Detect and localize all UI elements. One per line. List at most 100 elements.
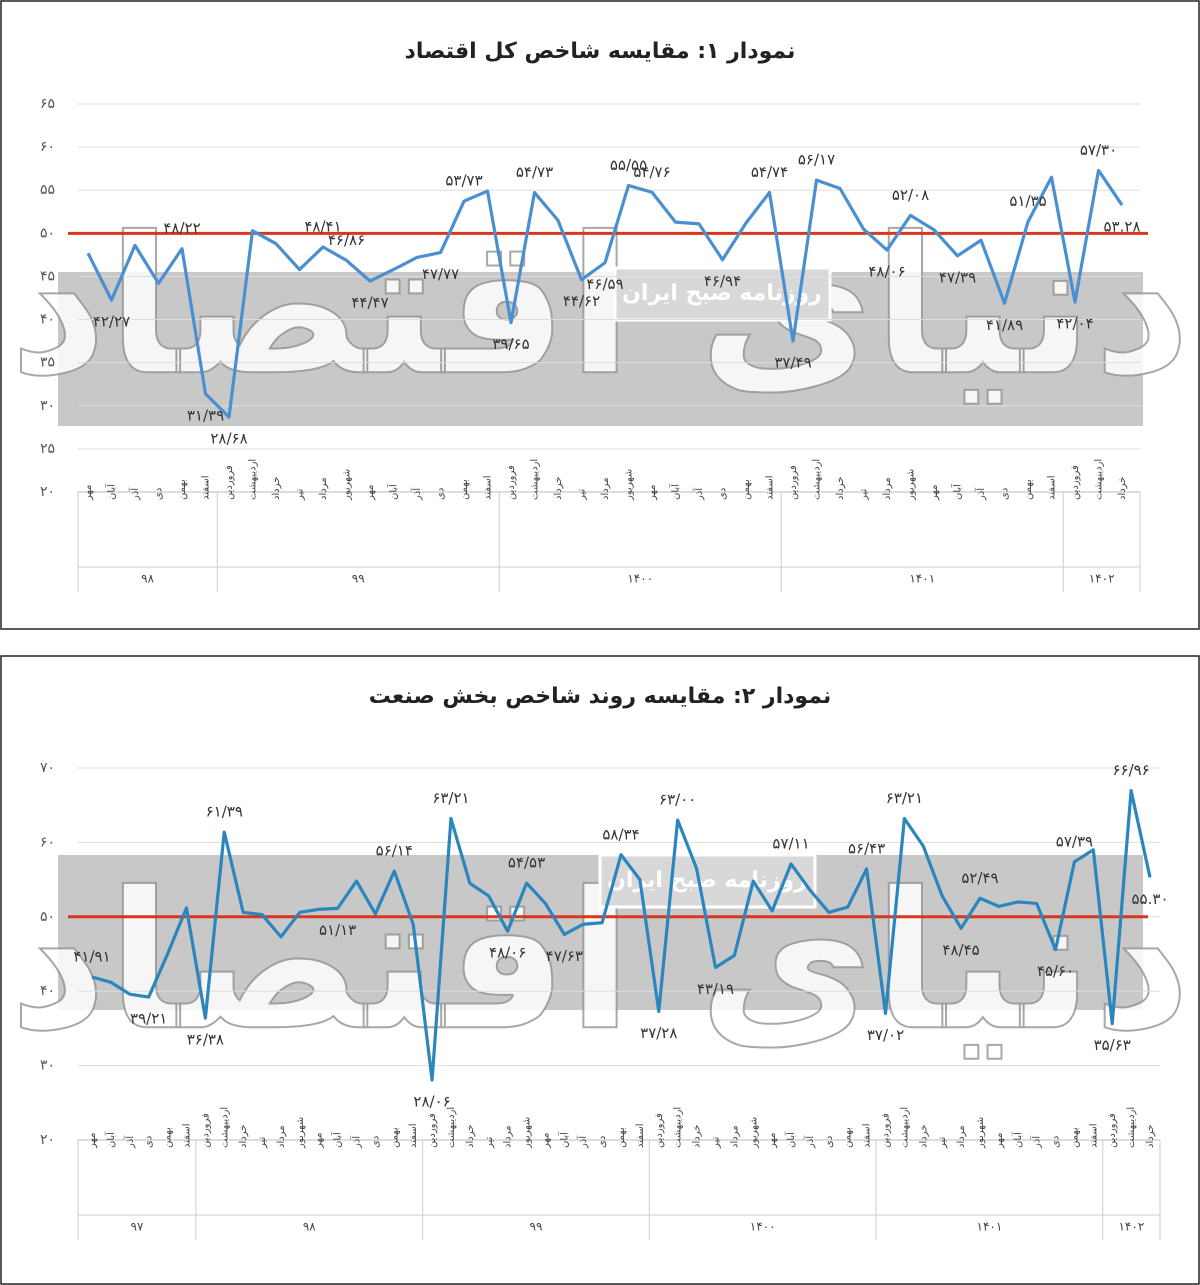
x-tick-label: اسفند — [1088, 1124, 1099, 1148]
data-label: ۵۶/۱۴ — [376, 842, 413, 860]
x-tick-label: مهر — [87, 1133, 98, 1149]
data-label: ۴۶/۹۴ — [704, 272, 741, 290]
data-label: ۳۱/۳۹ — [187, 406, 224, 424]
x-tick-label: مهر — [314, 1133, 325, 1149]
data-label: ۴۲/۰۴ — [1056, 314, 1093, 332]
data-label: ۵۴/۷۴ — [751, 163, 788, 181]
y-tick-label: ۶۰ — [40, 834, 55, 850]
x-tick-label: خرداد — [271, 477, 282, 500]
x-tick-label: آبان — [331, 1131, 344, 1148]
x-tick-label: خرداد — [1117, 477, 1128, 500]
x-tick-label: تیر — [295, 488, 306, 501]
x-tick-label: اردیبهشت — [446, 1107, 457, 1148]
x-tick-label: آبان — [784, 1131, 797, 1148]
data-label: ۳۵/۶۳ — [1094, 1036, 1131, 1054]
y-tick-label: ۳۰ — [40, 1058, 55, 1074]
data-label: ۴۱/۸۹ — [986, 316, 1023, 334]
watermark-small: روزنامه صبح ایران — [622, 281, 822, 306]
x-tick-label: شهریور — [748, 1117, 759, 1149]
data-label: ۵۴/۷۶ — [633, 163, 670, 181]
x-tick-label: فروردین — [200, 1113, 211, 1148]
data-label: ۵۲/۴۹ — [961, 869, 998, 887]
data-label: ۴۸/۲۲ — [163, 219, 200, 237]
x-tick-label: فروردین — [506, 465, 517, 500]
x-tick-label: آبان — [104, 1131, 117, 1148]
x-tick-label: مرداد — [276, 1125, 287, 1148]
x-tick-label: شهریور — [624, 469, 635, 501]
x-tick-label: خرداد — [835, 477, 846, 500]
x-tick-label: اردیبهشت — [1126, 1107, 1137, 1148]
x-tick-label: آبان — [951, 483, 964, 500]
x-tick-label: خرداد — [553, 477, 564, 500]
x-tick-label: تیر — [710, 1136, 721, 1149]
x-tick-label: فروردین — [654, 1113, 665, 1148]
x-tick-label: آذر — [410, 487, 423, 501]
x-tick-label: تیر — [257, 1136, 268, 1149]
x-tick-label: دی — [144, 1136, 155, 1148]
data-label: ۵۴/۵۳ — [508, 854, 545, 872]
year-label: ۱۴۰۱ — [909, 572, 935, 586]
data-label: ۵۷/۱۱ — [772, 834, 809, 852]
x-tick-label: فروردین — [224, 465, 235, 500]
x-tick-label: اردیبهشت — [219, 1107, 230, 1148]
x-tick-label: مهر — [929, 485, 940, 501]
x-tick-label: دی — [370, 1136, 381, 1148]
x-tick-label: مرداد — [503, 1125, 514, 1148]
data-label: ۴۲/۲۷ — [93, 312, 130, 330]
x-tick-label: دی — [1000, 488, 1011, 500]
data-label: ۳۶/۳۸ — [187, 1031, 224, 1049]
data-label: ۴۸/۰۶ — [489, 944, 526, 962]
x-tick-label: بهمن — [616, 1127, 627, 1148]
x-tick-label: مهر — [994, 1133, 1005, 1149]
x-tick-label: آذر — [1030, 1135, 1043, 1149]
x-tick-label: آبان — [669, 483, 682, 500]
x-tick-label: فروردین — [1070, 465, 1081, 500]
y-tick-label: ۷۰ — [40, 760, 55, 776]
x-tick-label: دی — [718, 488, 729, 500]
watermark-box — [598, 853, 817, 909]
x-tick-label: آذر — [576, 1135, 589, 1149]
x-tick-label: دی — [824, 1136, 835, 1148]
x-tick-label: اسفند — [181, 1124, 192, 1148]
y-tick-label: ۶۰ — [40, 139, 55, 155]
data-label: ۳۹/۲۱ — [130, 1010, 167, 1028]
x-tick-label: فروردین — [881, 1113, 892, 1148]
x-tick-label: اسفند — [862, 1124, 873, 1148]
x-tick-label: اسفند — [765, 476, 776, 500]
y-tick-label: ۵۰ — [40, 225, 55, 241]
data-label: ۴۷/۶۳ — [546, 947, 583, 965]
x-tick-label: آذر — [350, 1135, 363, 1149]
data-label: ۵۱/۱۳ — [319, 921, 356, 939]
data-label: ۴۶/۵۹ — [586, 275, 623, 293]
x-tick-label: مهر — [365, 485, 376, 501]
x-tick-label: تیر — [937, 1136, 948, 1149]
y-tick-label: ۴۰ — [40, 983, 55, 999]
y-tick-label: ۴۵ — [40, 268, 55, 284]
x-tick-label: خرداد — [692, 1125, 703, 1148]
x-tick-label: فروردین — [427, 1113, 438, 1148]
x-tick-label: تیر — [484, 1136, 495, 1149]
y-tick-label: ۲۰ — [40, 1132, 55, 1148]
x-tick-label: آذر — [974, 487, 987, 501]
data-label: ۲۸/۰۶ — [413, 1093, 450, 1111]
x-tick-label: مهر — [767, 1133, 778, 1149]
data-label: ۵۲/۰۸ — [892, 186, 929, 204]
x-tick-label: مرداد — [956, 1125, 967, 1148]
x-tick-label: شهریور — [295, 1117, 306, 1149]
x-tick-label: اردیبهشت — [812, 459, 823, 500]
x-tick-label: اردیبهشت — [530, 459, 541, 500]
data-label: ۲۸/۶۸ — [210, 430, 247, 448]
x-tick-label: مرداد — [882, 477, 893, 500]
year-label: ۹۸ — [303, 1220, 316, 1234]
x-tick-label: اردیبهشت — [673, 1107, 684, 1148]
data-label: ۵۵/۵۵ — [610, 156, 647, 174]
x-tick-label: دی — [1051, 1136, 1062, 1148]
data-label: ۳۷/۴۹ — [774, 354, 811, 372]
x-tick-label: شهریور — [522, 1117, 533, 1149]
x-tick-label: مرداد — [318, 477, 329, 500]
x-tick-label: بهمن — [389, 1127, 400, 1148]
x-tick-label: اسفند — [201, 476, 212, 500]
x-tick-label: آذر — [803, 1135, 816, 1149]
x-tick-label: مرداد — [600, 477, 611, 500]
